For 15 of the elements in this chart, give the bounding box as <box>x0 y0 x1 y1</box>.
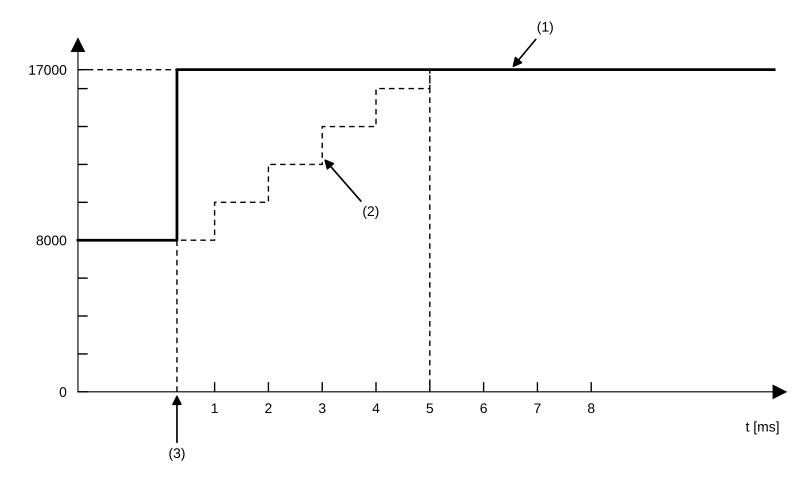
x-tick-label: 1 <box>212 403 218 413</box>
annotation: (1) <box>538 22 553 34</box>
x-tick-label: 5 <box>426 403 434 414</box>
x-tick-label: 8 <box>588 403 594 414</box>
annotation: (3) <box>169 448 185 461</box>
annotation: (2) <box>363 206 378 219</box>
y-tick-label: 0 <box>60 387 66 397</box>
x-tick-label: 3 <box>318 403 326 414</box>
x-tick-label: 2 <box>265 403 272 413</box>
x-tick-label: 7 <box>534 403 541 413</box>
y-tick-label: 17000 <box>29 64 66 75</box>
x-tick-label: 4 <box>372 403 380 413</box>
y-tick-label: 8000 <box>36 236 66 246</box>
x-axis-title: t [ms] <box>746 421 779 434</box>
x-tick-label: 6 <box>480 403 487 414</box>
